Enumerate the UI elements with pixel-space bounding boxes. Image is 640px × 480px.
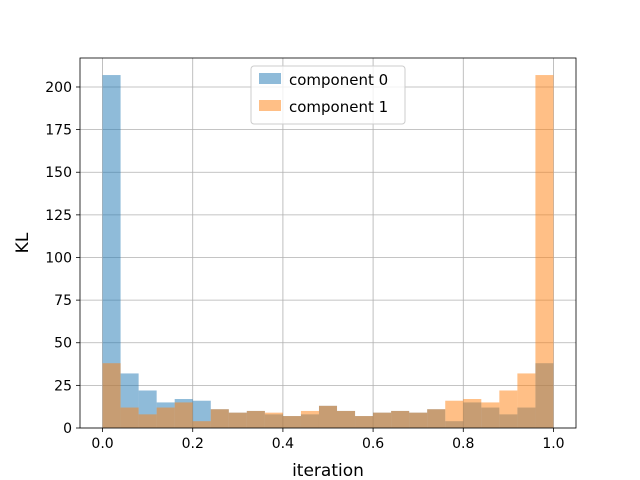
legend-swatch-component-0 — [259, 73, 281, 84]
y-tick-label: 25 — [54, 378, 72, 394]
y-tick-label: 0 — [63, 421, 72, 437]
bar-component-1 — [517, 373, 536, 428]
bar-component-1 — [210, 409, 229, 428]
bar-component-0 — [102, 75, 121, 428]
ticks-layer: 0.0 0.2 0.4 0.6 0.8 1.0 0 25 50 75 100 125 150 175 200 — [45, 80, 564, 452]
x-axis-label: iteration — [292, 461, 364, 480]
y-axis-label: KL — [13, 232, 33, 253]
bar-component-1 — [156, 407, 175, 428]
bar-component-1 — [337, 410, 356, 428]
bar-component-1 — [355, 416, 374, 428]
legend-swatch-component-1 — [259, 100, 281, 111]
bar-component-1 — [499, 390, 518, 428]
legend-label-component-1: component 1 — [289, 98, 388, 116]
y-tick-label: 75 — [54, 293, 72, 309]
y-tick-label: 125 — [45, 208, 72, 224]
y-tick-label: 200 — [45, 80, 72, 96]
x-tick-label: 0.2 — [182, 436, 204, 452]
bar-component-1 — [445, 400, 464, 428]
bars-layer — [102, 75, 554, 428]
bar-component-1 — [463, 399, 482, 428]
bar-component-1 — [427, 409, 446, 428]
bar-component-1 — [409, 412, 428, 428]
bar-component-1 — [246, 410, 265, 428]
bar-component-1 — [282, 416, 301, 428]
bar-component-1 — [228, 412, 247, 428]
x-tick-label: 0.4 — [272, 436, 294, 452]
x-tick-label: 0.8 — [452, 436, 474, 452]
legend-label-component-0: component 0 — [289, 71, 388, 89]
bar-component-1 — [102, 363, 121, 428]
bar-component-1 — [138, 414, 157, 428]
bar-component-1 — [391, 410, 410, 428]
plot-frame — [79, 57, 577, 429]
x-tick-label: 1.0 — [542, 436, 564, 452]
bar-component-1 — [535, 75, 554, 428]
series-component-1 — [102, 75, 554, 428]
bar-component-1 — [120, 407, 139, 428]
x-tick-label: 0.0 — [91, 436, 113, 452]
y-tick-label: 50 — [54, 336, 72, 352]
bar-component-1 — [174, 402, 193, 428]
legend-box — [250, 65, 406, 125]
bar-component-1 — [373, 412, 392, 428]
y-tick-label: 175 — [45, 123, 72, 139]
y-tick-label: 100 — [45, 250, 72, 266]
bar-component-1 — [192, 421, 211, 428]
bar-component-1 — [264, 412, 283, 428]
x-tick-label: 0.6 — [362, 436, 384, 452]
bar-component-1 — [318, 405, 338, 428]
legend: component 0 component 1 — [250, 65, 406, 125]
y-tick-label: 150 — [45, 165, 72, 181]
bar-component-1 — [481, 402, 500, 428]
bar-component-1 — [300, 410, 319, 428]
